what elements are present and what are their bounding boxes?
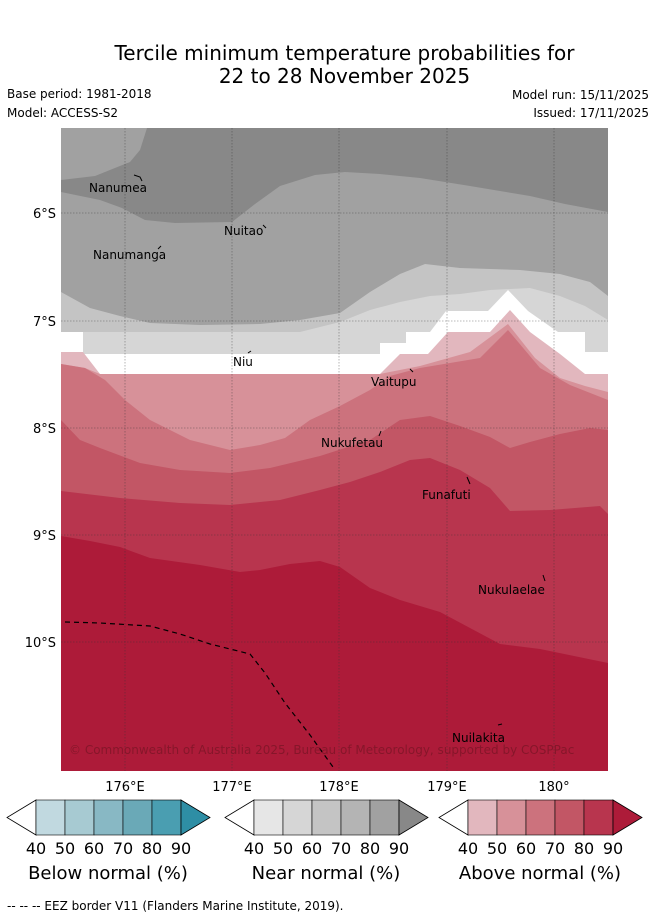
colorbar-near-normal-tick: 90 xyxy=(389,839,409,858)
above-normal-90-100 xyxy=(61,536,608,771)
lon-label-179e: 179°E xyxy=(427,780,467,795)
colorbar-near-normal-tick: 40 xyxy=(244,839,264,858)
lat-label-8s: 8°S xyxy=(33,422,56,437)
eez-legend: -- -- -- EEZ border V11 (Flanders Marine… xyxy=(7,899,344,913)
lat-label-6s: 6°S xyxy=(33,207,56,222)
lon-label-178e: 178°E xyxy=(319,780,359,795)
colorbar-above-normal-tick: 40 xyxy=(458,839,478,858)
colorbar-below-normal-tick: 40 xyxy=(26,839,46,858)
colorbar-near-normal-extend-high xyxy=(398,799,429,836)
colorbar-below-normal-segment xyxy=(64,799,95,836)
title-line-1: Tercile minimum temperature probabilitie… xyxy=(114,41,575,65)
colorbar-below-normal-segment xyxy=(151,799,182,836)
colorbar-above-normal-extend-low xyxy=(438,799,469,836)
base-period: Base period: 1981-2018 xyxy=(7,87,152,101)
colorbar-below-normal-tick: 70 xyxy=(113,839,133,858)
colorbar-above-normal-tick: 50 xyxy=(487,839,507,858)
near-normal-70-80-top xyxy=(61,128,147,180)
colorbar-near-normal-segment xyxy=(369,799,400,836)
colorbar-below-normal-tick: 90 xyxy=(171,839,191,858)
colorbar-above-normal-segment xyxy=(554,799,585,836)
lon-label-176e: 176°E xyxy=(105,780,145,795)
colorbar-above-normal-tick: 90 xyxy=(603,839,623,858)
colorbar-below-normal-extend-low xyxy=(6,799,37,836)
colorbar-above-normal-tick: 60 xyxy=(516,839,536,858)
colorbar-near-normal-tick: 60 xyxy=(302,839,322,858)
colorbar-above-normal-segment xyxy=(496,799,527,836)
colorbar-below-normal-segment xyxy=(122,799,153,836)
colorbar-near-normal-segment xyxy=(311,799,342,836)
place-funafuti: Funafuti xyxy=(422,488,471,502)
colorbar-near-normal-segment xyxy=(253,799,284,836)
colorbar-near-normal-tick: 80 xyxy=(360,839,380,858)
colorbars: 40 50 60 70 80 90 40 50 60 70 80 90 40 50 60 70 80 90 xyxy=(6,799,643,858)
colorbar-title-above-normal: Above normal (%) xyxy=(458,863,622,884)
colorbar-above-normal-segment xyxy=(583,799,614,836)
copyright-notice: © Commonwealth of Australia 2025, Bureau… xyxy=(69,743,574,757)
colorbar-below-normal-tick: 50 xyxy=(55,839,75,858)
place-vaitupu: Vaitupu xyxy=(371,375,417,389)
place-niu: Niu xyxy=(233,355,253,369)
place-nuitao: Nuitao xyxy=(224,224,263,238)
colorbar-near-normal-extend-low xyxy=(224,799,255,836)
colorbar-above-normal-tick: 80 xyxy=(574,839,594,858)
colorbar-below-normal-extend-high xyxy=(180,799,211,836)
place-nukufetau: Nukufetau xyxy=(321,436,383,450)
place-nanumea: Nanumea xyxy=(89,181,147,195)
colorbar-below-normal-tick: 80 xyxy=(142,839,162,858)
place-nuilakita: Nuilakita xyxy=(452,731,505,745)
colorbar-near-normal-tick: 70 xyxy=(331,839,351,858)
colorbar-below-normal-segment xyxy=(35,799,66,836)
colorbar-above-normal-segment xyxy=(525,799,556,836)
colorbar-near-normal-segment xyxy=(282,799,313,836)
lon-label-177e: 177°E xyxy=(212,780,252,795)
lat-label-9s: 9°S xyxy=(33,529,56,544)
place-nukulaelae: Nukulaelae xyxy=(478,583,545,597)
colorbar-above-normal-segment xyxy=(467,799,498,836)
island-markers xyxy=(133,174,546,726)
model-run: Model run: 15/11/2025 xyxy=(511,88,649,102)
lon-label-180: 180° xyxy=(538,780,569,795)
lat-label-7s: 7°S xyxy=(33,315,56,330)
colorbar-below-normal-segment xyxy=(93,799,124,836)
colorbar-above-normal-extend-high xyxy=(612,799,643,836)
colorbar-above-normal-tick: 70 xyxy=(545,839,565,858)
probability-map: Nanumea Nuitao Nanumanga Niu Vaitupu Nuk… xyxy=(6,128,643,858)
colorbar-below-normal-tick: 60 xyxy=(84,839,104,858)
place-nanumanga: Nanumanga xyxy=(93,248,166,262)
title-line-2: 22 to 28 November 2025 xyxy=(218,64,471,88)
map-grid xyxy=(61,128,608,771)
lat-label-10s: 10°S xyxy=(25,636,56,651)
model-name: Model: ACCESS-S2 xyxy=(7,106,119,120)
colorbar-near-normal-tick: 50 xyxy=(273,839,293,858)
colorbar-title-near-normal: Near normal (%) xyxy=(251,863,401,884)
colorbar-near-normal-segment xyxy=(340,799,371,836)
issued-date: Issued: 17/11/2025 xyxy=(533,106,649,120)
colorbar-title-below-normal: Below normal (%) xyxy=(28,863,188,884)
